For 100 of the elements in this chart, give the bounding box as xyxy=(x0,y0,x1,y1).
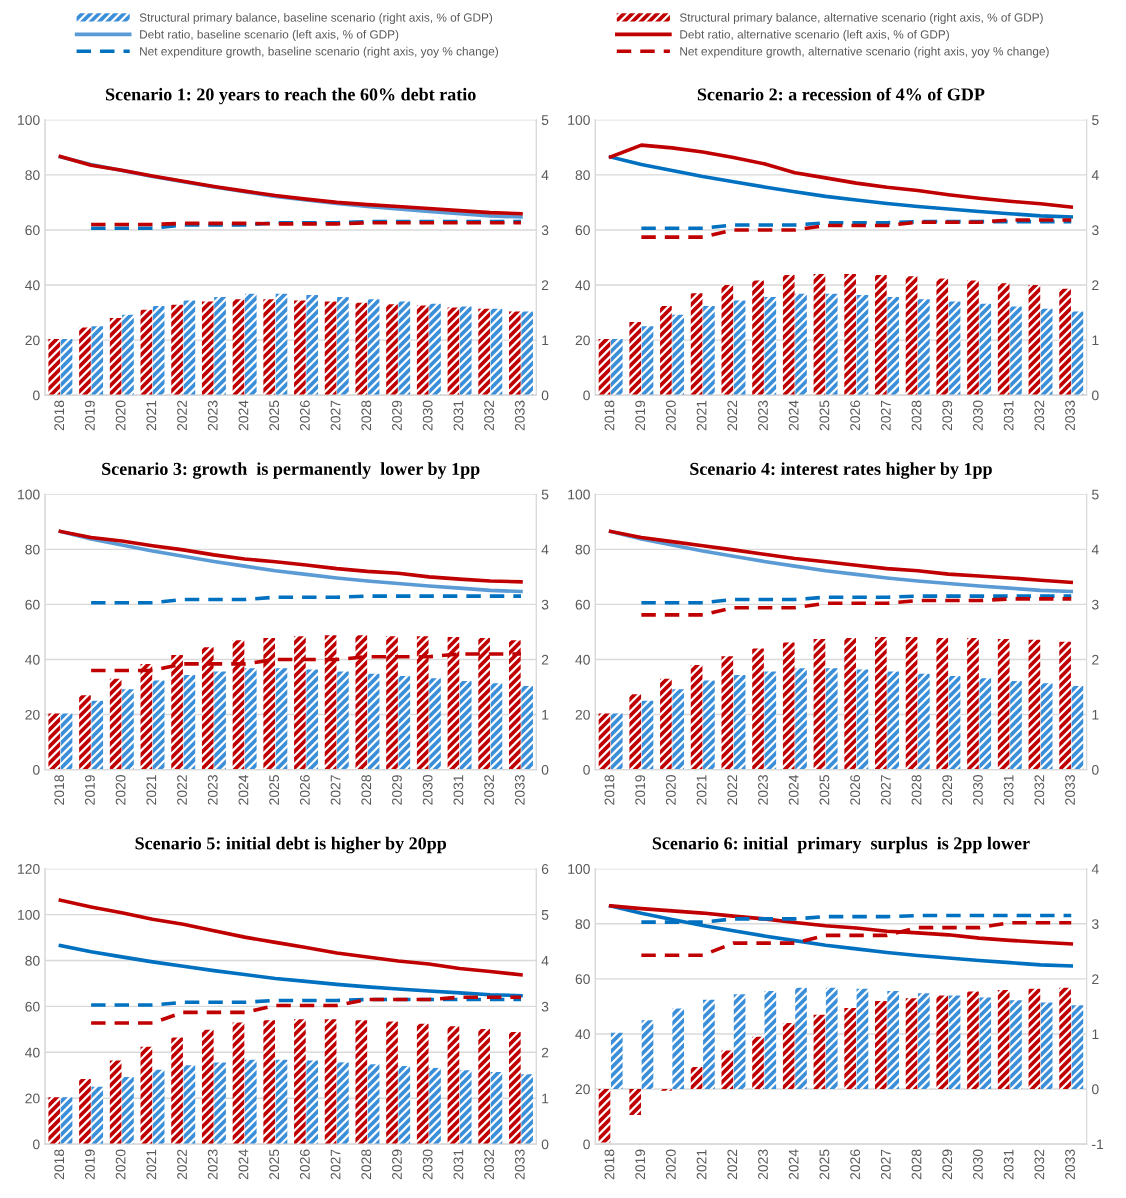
x-tick-label: 2025 xyxy=(819,775,830,805)
y-tick-label: 80 xyxy=(25,955,40,966)
y-tick-label: 20 xyxy=(575,1084,590,1095)
bar xyxy=(355,1020,368,1145)
x-tick-label: 2022 xyxy=(177,1149,187,1180)
y-tick-label: 80 xyxy=(575,544,590,555)
bar xyxy=(91,700,104,770)
line-series xyxy=(89,594,523,605)
bar xyxy=(782,1022,795,1090)
bar xyxy=(355,635,368,770)
x-tick-label: 2028 xyxy=(911,400,922,431)
y2-tick-label: 1 xyxy=(1092,1029,1099,1039)
bar xyxy=(1071,1005,1084,1090)
x-tick-label: 2032 xyxy=(1034,1149,1045,1180)
x-tick-label: 2032 xyxy=(484,400,495,431)
bar xyxy=(1059,641,1071,770)
line-series xyxy=(58,898,523,977)
x-tick-label: 2020 xyxy=(665,400,676,431)
bar xyxy=(171,655,183,770)
x-tick-label: 2026 xyxy=(850,775,861,805)
y2-tick-label: 4 xyxy=(541,956,549,966)
y-tick-label: 0 xyxy=(583,390,590,401)
line-series xyxy=(639,597,1074,617)
bar xyxy=(764,671,777,770)
y2-tick-label: 0 xyxy=(541,1139,549,1150)
bar xyxy=(294,636,306,770)
bar xyxy=(337,1062,349,1145)
bar xyxy=(967,638,979,770)
x-tick-label: 2022 xyxy=(727,1149,738,1180)
x-tick-label: 2027 xyxy=(880,775,891,805)
y-tick-label: 100 xyxy=(568,115,590,125)
x-tick-label: 2024 xyxy=(788,774,799,805)
bar xyxy=(844,638,856,770)
y2-tick-label: 5 xyxy=(541,910,549,920)
y-tick-label: 80 xyxy=(25,170,40,181)
bar xyxy=(629,694,642,770)
bar xyxy=(152,1069,165,1145)
line-series xyxy=(608,143,1074,209)
bar xyxy=(733,994,746,1090)
x-tick-label: 2020 xyxy=(665,775,676,805)
bar xyxy=(521,1074,533,1145)
y2-tick-label: 0 xyxy=(1091,1084,1099,1095)
bar xyxy=(936,638,949,770)
x-tick-label: 2021 xyxy=(146,400,157,431)
y-tick-label: 20 xyxy=(575,709,590,720)
bar xyxy=(263,638,276,770)
x-tick-label: 2020 xyxy=(665,1149,676,1180)
x-tick-label: 2030 xyxy=(973,400,983,431)
x-tick-label: 2033 xyxy=(1065,1149,1075,1180)
y2-tick-label: 5 xyxy=(1092,489,1099,500)
bar xyxy=(703,999,715,1090)
y2-tick-label: 3 xyxy=(541,1001,549,1012)
bar xyxy=(813,1014,826,1090)
y2-tick-label: 2 xyxy=(1092,280,1099,291)
bar xyxy=(795,293,807,396)
chart-title: Scenario 6: initial primary surplus is 2pp lower xyxy=(652,836,1030,854)
bar xyxy=(521,685,533,770)
legend-label: Net expenditure growth, baseline scenario (right axis, yoy % change) xyxy=(140,46,499,58)
bar xyxy=(152,305,165,396)
bar xyxy=(721,656,734,770)
x-tick-label: 2033 xyxy=(514,775,525,805)
legend-label: Debt ratio, alternative scenario (left axis, % of GDP) xyxy=(680,29,949,41)
bar xyxy=(171,1037,183,1145)
bar xyxy=(641,700,654,770)
x-tick-label: 2030 xyxy=(422,1149,433,1180)
bar xyxy=(109,1060,122,1145)
bar xyxy=(416,636,429,770)
bar xyxy=(109,318,122,396)
bar xyxy=(490,683,503,770)
y-tick-label: 40 xyxy=(575,654,590,665)
y-tick-label: 20 xyxy=(25,709,40,720)
x-tick-label: 2020 xyxy=(115,400,126,431)
y2-tick-label: 2 xyxy=(1092,654,1099,665)
x-tick-label: 2025 xyxy=(819,1149,830,1180)
y-tick-label: 120 xyxy=(18,864,40,874)
x-tick-label: 2025 xyxy=(269,400,280,431)
x-tick-label: 2030 xyxy=(422,775,433,805)
x-tick-label: 2028 xyxy=(361,400,372,431)
x-tick-label: 2032 xyxy=(484,775,495,805)
bar xyxy=(459,1070,472,1145)
x-tick-label: 2028 xyxy=(361,775,372,805)
bar xyxy=(795,987,807,1090)
bar xyxy=(905,636,918,770)
bar xyxy=(721,1050,734,1090)
y2-tick-label: 4 xyxy=(541,544,549,555)
x-tick-label: 2027 xyxy=(880,400,891,431)
x-tick-label: 2032 xyxy=(1034,775,1045,805)
bar xyxy=(306,669,319,770)
x-tick-label: 2024 xyxy=(238,774,249,805)
x-tick-label: 2026 xyxy=(299,400,310,431)
bar xyxy=(183,1065,196,1145)
bar xyxy=(183,300,196,396)
bar xyxy=(948,301,961,396)
bar xyxy=(979,678,992,770)
x-tick-label: 2022 xyxy=(727,775,738,805)
bar xyxy=(324,1019,337,1145)
y-tick-label: 0 xyxy=(583,764,590,775)
y2-tick-label: -1 xyxy=(1092,1139,1104,1150)
bar xyxy=(733,300,746,396)
y2-tick-label: 1 xyxy=(542,1093,549,1104)
